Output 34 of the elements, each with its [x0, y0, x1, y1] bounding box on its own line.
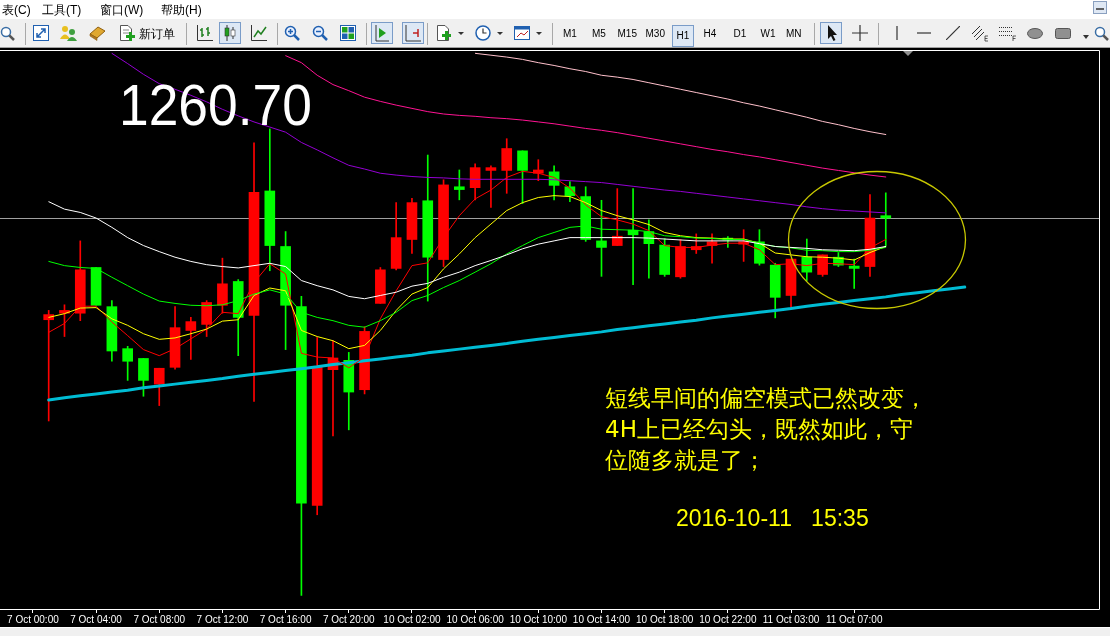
- x-tick-label: 11 Oct 07:00: [825, 613, 883, 625]
- x-tick-label: 10 Oct 06:00: [446, 613, 505, 625]
- text: M30: [645, 28, 665, 39]
- text: D1: [733, 28, 747, 39]
- text: M5: [592, 28, 606, 39]
- annotation: 2016-10-11 15:35: [676, 505, 869, 531]
- text: MN: [786, 28, 802, 39]
- x-tick-label: 7 Oct 08:00: [133, 613, 186, 625]
- text: 工具(T): [42, 3, 82, 17]
- x-tick-label: 10 Oct 18:00: [636, 613, 694, 625]
- x-tick-label: 7 Oct 16:00: [259, 613, 312, 625]
- annotation: 4H上已经勾头，既然如此，守: [605, 416, 913, 442]
- x-tick-label: 7 Oct 20:00: [322, 613, 376, 625]
- x-tick-label: 7 Oct 00:00: [7, 613, 60, 625]
- annotation: 短线早间的偏空模式已然改变，: [605, 385, 927, 411]
- text: M1: [563, 28, 577, 39]
- text: 新订单: [139, 27, 175, 41]
- x-tick-label: 11 Oct 03:00: [762, 613, 820, 625]
- text: 表(C): [2, 3, 31, 17]
- text: H1: [671, 25, 695, 47]
- candlestick: [848, 258, 860, 289]
- x-tick-label: 10 Oct 10:00: [509, 613, 568, 625]
- text: 窗口(W): [100, 3, 144, 17]
- x-tick-label: 7 Oct 04:00: [70, 613, 123, 625]
- x-tick-label: 10 Oct 14:00: [572, 613, 631, 625]
- x-tick-label: 7 Oct 12:00: [196, 613, 249, 625]
- text: H4: [703, 28, 717, 39]
- annotation: 位随多就是了；: [605, 447, 766, 473]
- x-tick-label: 10 Oct 22:00: [699, 613, 757, 625]
- x-tick-label: 10 Oct 02:00: [383, 613, 442, 625]
- text: 帮助(H): [161, 3, 202, 17]
- text: W1: [760, 28, 776, 39]
- text: M15: [617, 28, 637, 39]
- candlestick: [611, 188, 623, 246]
